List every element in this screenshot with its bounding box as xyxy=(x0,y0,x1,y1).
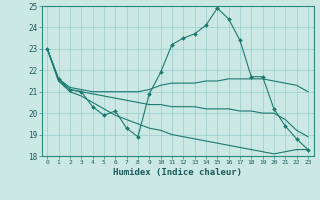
X-axis label: Humidex (Indice chaleur): Humidex (Indice chaleur) xyxy=(113,168,242,177)
